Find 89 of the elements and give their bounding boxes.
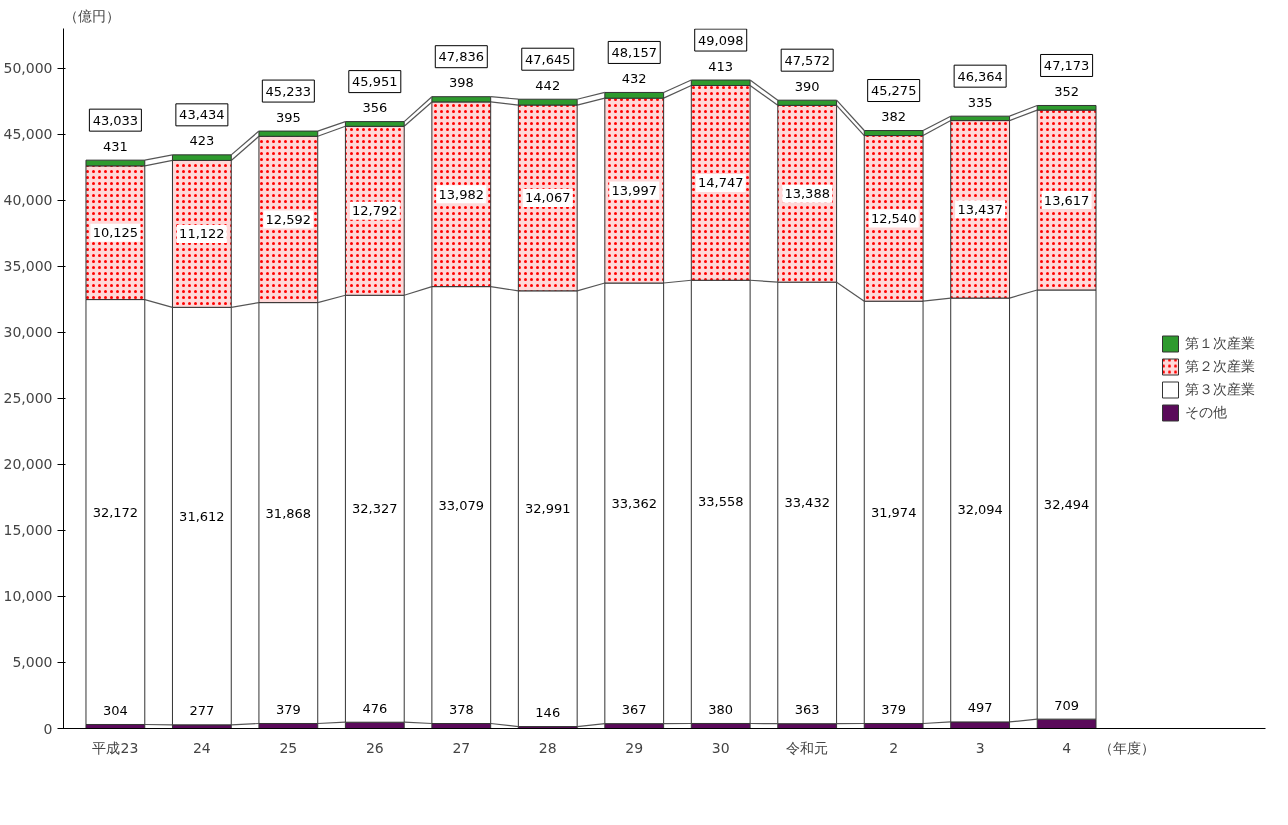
data-label: 33,079 [438,497,485,513]
data-label: 423 [189,133,215,149]
x-tick-label: 平成23 [92,739,139,756]
data-label: 13,982 [438,186,485,202]
total-label: 43,434 [179,107,225,123]
x-tick-label: 30 [711,739,730,756]
x-tick-label: 27 [452,739,471,756]
y-tick-label: 50,000 [3,60,53,77]
total-label: 47,836 [438,49,485,65]
data-label: 431 [102,138,128,154]
data-label: 12,792 [352,203,398,219]
x-tick-label: 24 [192,739,211,756]
x-tick-label: 28 [538,739,557,756]
data-label: 10,125 [92,225,139,241]
data-label: 398 [448,75,474,91]
data-label: 31,612 [179,508,225,524]
legend-label: 第２次産業 [1185,357,1255,376]
data-label: 277 [189,703,215,719]
data-label: 709 [1054,697,1080,713]
x-tick-label: 29 [625,739,644,756]
data-label: 32,494 [1043,497,1090,513]
data-label: 442 [535,77,561,93]
y-tick-label: 40,000 [3,192,53,209]
data-label: 32,991 [525,501,571,517]
data-label: 31,868 [265,505,312,521]
total-label: 45,275 [870,83,917,99]
y-tick-label: 35,000 [3,258,53,275]
data-label: 13,388 [784,186,830,202]
y-tick-label: 15,000 [3,522,53,539]
x-tick-label: 26 [365,739,384,756]
data-label: 395 [275,109,301,125]
data-label: 432 [621,70,647,86]
y-axis-title: （億円） [63,7,120,24]
x-tick-label: 2 [889,739,899,756]
total-label: 46,364 [957,68,1003,84]
data-label: 304 [102,702,128,718]
data-label: 476 [362,700,388,716]
total-label: 49,098 [697,32,744,48]
data-label: 33,432 [784,495,830,511]
total-label: 48,157 [611,44,657,60]
y-tick-label: 0 [43,720,53,737]
legend-label: その他 [1185,403,1227,422]
data-label: 13,617 [1043,192,1090,208]
data-label: 352 [1054,83,1080,99]
total-label: 47,572 [784,52,830,68]
x-tick-label: 4 [1062,739,1072,756]
y-tick-label: 20,000 [3,456,53,473]
data-label: 335 [967,94,993,110]
data-label: 32,094 [957,502,1003,518]
y-tick-label: 30,000 [3,324,53,341]
data-label: 413 [708,58,734,74]
data-label: 379 [881,701,907,717]
y-tick-label: 25,000 [3,390,53,407]
data-label: 14,067 [525,190,571,206]
data-label: 33,558 [697,494,744,510]
data-label: 12,592 [265,211,312,227]
data-label: 14,747 [697,175,744,191]
y-tick-label: 45,000 [3,126,53,143]
data-label: 390 [794,78,820,94]
legend-label: 第１次産業 [1185,334,1255,353]
total-label: 45,951 [352,74,398,90]
y-tick-label: 5,000 [12,654,53,671]
data-label: 13,997 [611,183,657,199]
data-label: 378 [448,702,474,718]
x-tick-label: 3 [975,739,985,756]
data-label: 33,362 [611,495,657,511]
data-label: 382 [881,109,907,125]
data-label: 363 [794,702,820,718]
total-label: 45,233 [265,83,312,99]
data-label: 13,437 [957,201,1003,217]
data-label: 31,974 [870,504,917,520]
data-label: 11,122 [179,226,225,242]
data-label: 12,540 [870,210,917,226]
data-label: 497 [967,700,993,716]
data-label: 32,327 [352,501,398,517]
data-label: 379 [275,701,301,717]
legend-label: 第３次産業 [1185,380,1255,399]
total-label: 47,645 [525,51,571,67]
data-label: 380 [708,701,734,717]
x-tick-label: 令和元 [786,739,829,756]
y-tick-label: 10,000 [3,588,53,605]
data-label: 32,172 [92,504,139,520]
x-axis-title: （年度） [1099,739,1156,756]
data-label: 356 [362,100,388,116]
total-label: 47,173 [1043,57,1090,73]
total-label: 43,033 [92,112,139,128]
data-label: 146 [535,705,561,721]
data-label: 367 [621,702,647,718]
x-tick-label: 25 [279,739,298,756]
